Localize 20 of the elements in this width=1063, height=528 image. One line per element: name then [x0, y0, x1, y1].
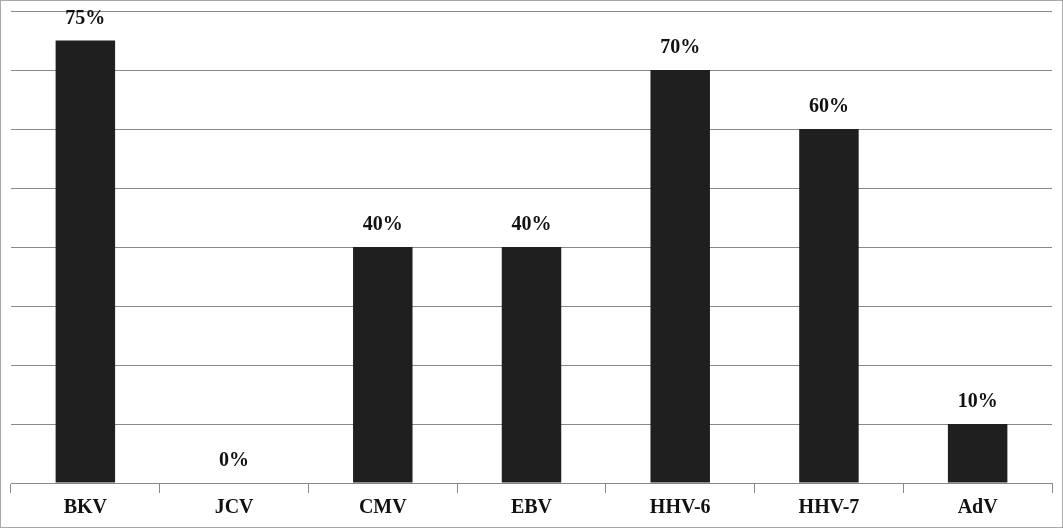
x-tick-label: HHV-7 [798, 495, 860, 518]
bar [353, 247, 413, 483]
data-label: 40% [511, 212, 552, 235]
bar [650, 70, 710, 483]
bar [947, 424, 1008, 483]
x-tick-label: AdV [957, 495, 999, 518]
bar [501, 247, 562, 483]
data-label: 0% [219, 448, 250, 471]
data-label: 70% [660, 35, 701, 58]
bar [799, 129, 859, 483]
x-tick-label: BKV [63, 495, 108, 518]
data-label: 40% [362, 212, 403, 235]
x-tick-label: HHV-6 [649, 495, 711, 518]
x-tick-label: CMV [358, 495, 408, 518]
data-label: 60% [808, 94, 849, 117]
x-tick-label: EBV [510, 495, 553, 518]
x-tick-label: JCV [214, 495, 255, 518]
data-label: 10% [957, 389, 998, 412]
bar [55, 40, 116, 483]
data-label: 75% [65, 5, 106, 28]
